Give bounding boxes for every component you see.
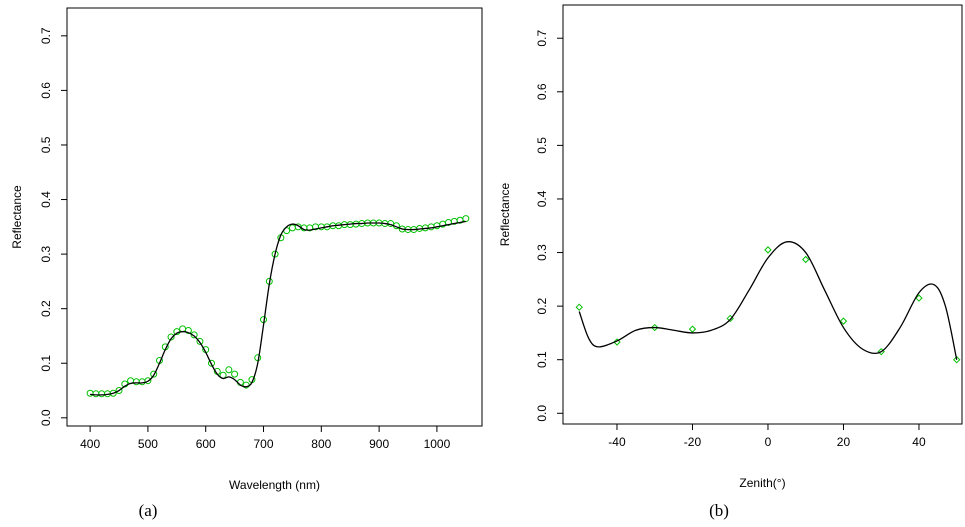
data-point <box>427 223 435 231</box>
fitted-line <box>578 241 958 360</box>
data-point <box>575 303 583 311</box>
data-point <box>225 366 233 374</box>
caption: (a) <box>139 501 158 520</box>
y-tick-label: 0.4 <box>39 191 53 208</box>
x-tick-label: 600 <box>196 437 216 451</box>
y-tick-label: 0.4 <box>535 190 549 207</box>
data-point <box>138 378 146 386</box>
y-tick-label: 0.5 <box>39 136 53 153</box>
data-point <box>231 370 239 378</box>
y-tick-label: 0.6 <box>39 82 53 99</box>
data-point <box>109 389 117 397</box>
plot-box <box>66 7 483 427</box>
y-tick-label: 0.7 <box>535 30 549 47</box>
x-tick-label: 0 <box>765 435 772 449</box>
data-point <box>86 389 94 397</box>
y-tick-label: 0.1 <box>39 355 53 372</box>
x-tick-label: 800 <box>311 437 331 451</box>
y-axis-title: Reflectance <box>498 182 512 246</box>
data-point <box>98 390 106 398</box>
data-point <box>764 246 772 254</box>
fitted-line <box>90 220 466 396</box>
data-point <box>271 250 279 258</box>
y-tick-label: 0.2 <box>535 297 549 314</box>
y-tick-label: 0.1 <box>535 351 549 368</box>
y-tick-label: 0.2 <box>39 300 53 317</box>
data-point <box>688 325 697 333</box>
y-tick-label: 0.3 <box>535 244 549 261</box>
data-point <box>613 338 621 346</box>
x-tick-label: 500 <box>138 437 158 451</box>
data-point <box>190 331 198 339</box>
x-axis-title: Wavelength (nm) <box>229 478 320 492</box>
x-tick-label: -40 <box>608 435 626 449</box>
data-point <box>92 390 100 398</box>
data-point <box>115 387 123 395</box>
caption: (b) <box>709 501 729 520</box>
data-point <box>144 377 152 385</box>
data-point <box>651 323 659 332</box>
data-point <box>196 337 204 345</box>
data-point <box>288 224 296 232</box>
y-tick-label: 0.0 <box>39 409 53 426</box>
data-point <box>184 327 192 335</box>
data-point <box>953 355 961 364</box>
x-tick-label: -20 <box>684 435 702 449</box>
x-tick-label: 700 <box>254 437 274 451</box>
data-point <box>839 317 848 325</box>
y-tick-label: 0.5 <box>535 137 549 154</box>
x-tick-label: 400 <box>80 437 100 451</box>
x-tick-label: 20 <box>837 435 851 449</box>
y-tick-label: 0.7 <box>39 27 53 44</box>
x-axis-title: Zenith(°) <box>739 476 785 490</box>
data-point <box>802 255 810 264</box>
y-tick-label: 0.0 <box>535 405 549 422</box>
data-point <box>132 378 140 386</box>
x-tick-label: 1000 <box>424 437 451 451</box>
y-tick-label: 0.3 <box>39 245 53 262</box>
data-point <box>207 359 215 367</box>
data-point <box>462 215 470 223</box>
data-point <box>915 294 923 302</box>
x-tick-label: 40 <box>912 435 926 449</box>
y-tick-label: 0.6 <box>535 83 549 100</box>
y-axis-title: Reflectance <box>10 185 24 249</box>
data-point <box>167 333 175 341</box>
x-tick-label: 900 <box>369 437 389 451</box>
data-point <box>150 370 158 378</box>
plot-box <box>562 4 963 425</box>
